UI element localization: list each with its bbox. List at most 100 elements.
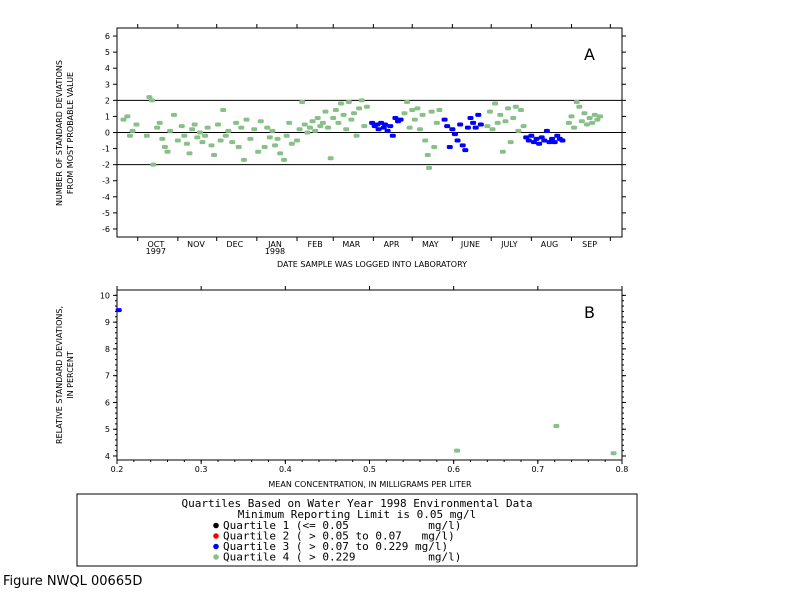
panel-b-data-point [454,448,461,453]
panel-a-data-point [492,101,499,106]
panel-a-data-point [217,138,224,143]
panel-a-year-label: 1997 [146,247,166,256]
panel-a-data-point [251,127,258,132]
panel-a-data-point [283,133,290,138]
panel-a-data-point [543,128,550,133]
panel-a-data-point [422,138,429,143]
panel-a-data-point [124,114,131,119]
panel-a-data-point [484,124,491,129]
panel-a-data-point [417,127,423,132]
panel-a-data-point [332,107,339,112]
panel-a-data-point [257,119,264,124]
panel-a-data-point [154,125,161,130]
panel-a-data-point [505,106,512,111]
panel-a-data-point [433,120,440,125]
panel-a-data-point [317,124,324,129]
panel-a-y-tick-label: 3 [105,80,110,89]
panel-a-month-label: JAN [267,240,282,249]
panel-b-data-point [610,451,617,456]
panel-b-x-axis-title: MEAN CONCENTRATION, IN MILLIGRAMS PER LI… [268,480,472,489]
panel-a-data-point [186,151,193,156]
panel-b-y-tick-label: 10 [100,291,110,300]
panel-a-data-point [335,120,342,125]
panel-a-y-tick-label: -4 [102,193,110,202]
panel-a-data-point [502,119,509,124]
panel-a-data-point [235,144,242,149]
legend-marker [213,554,219,560]
panel-a-data-point [225,128,232,133]
panel-a-data-point [229,140,236,145]
panel-a-data-point [431,144,438,149]
panel-a-data-point [222,133,229,138]
panel-a-data-point [591,112,598,117]
panel-a-data-point [401,111,408,116]
panel-a-data-point [299,99,306,104]
panel-a-data-point [312,128,319,133]
panel-a-y-tick-label: 1 [105,112,110,121]
panel-a-data-point [464,125,471,130]
panel-a-data-point [584,122,591,127]
panel-a-data-point [470,120,477,125]
panel-a-data-point [361,124,368,129]
panel-a-data-point [159,136,166,141]
panel-a-data-point [170,112,177,117]
panel-b-y-tick-label: 8 [105,345,110,354]
panel-a-data-point [457,122,464,127]
panel-a-data-point [240,157,247,162]
panel-a-data-point [309,119,316,124]
panel-a-data-point [571,125,578,130]
panel-a-data-point [551,140,558,145]
panel-a-data-point [183,141,190,146]
panel-a-data-point [472,125,479,130]
panel-a-data-point [319,120,326,125]
panel-a-data-point [194,135,201,140]
panel-a-data-point [238,125,245,130]
panel-a-data-point [533,136,540,141]
panel-a-data-point [211,153,218,158]
panel-a-year-label: 1998 [265,247,285,256]
panel-a-data-point [444,124,451,129]
panel-a-data-point [436,107,443,112]
panel-a-data-point [384,128,391,133]
panel-a-data-point [264,125,271,130]
panel-a-data-point [392,116,399,121]
panel-a-data-point [266,135,273,140]
panel-a-data-point [411,117,418,122]
panel-a-data-point [325,125,332,130]
panel-a-data-point [215,122,221,127]
legend-marker [213,533,219,539]
panel-a-y-axis-title-line1: NUMBER OF STANDARD DEVIATIONS [55,60,64,206]
panel-a-data-point [146,95,153,100]
panel-a-data-point [578,119,585,124]
panel-a-data-point [530,140,537,145]
panel-a-data-point [133,122,140,127]
panel-b-letter: B [584,303,595,322]
panel-a-data-point [525,138,532,143]
panel-a-data-point [306,125,313,130]
panel-a-data-point [120,117,127,122]
panel-a-data-point [304,130,311,135]
panel-a-x-axis-title: DATE SAMPLE WAS LOGGED INTO LABORATORY [277,260,467,269]
legend-marker [213,543,219,550]
panel-a-data-point [451,132,458,137]
panel-b-y-tick-label: 4 [105,452,110,461]
panel-a-data-point [426,165,433,170]
panel-a-y-tick-label: -6 [102,225,110,234]
panel-a-data-point [150,162,157,167]
panel-a-month-label: JULY [500,240,518,249]
panel-a-month-label: NOV [187,240,205,249]
panel-a-data-point [148,98,155,103]
panel-a-data-point [202,133,209,138]
panel-b-y-tick-label: 7 [105,372,110,381]
panel-a-data-point [343,127,350,132]
panel-a-data-point [189,127,196,132]
panel-b-data-point [115,308,122,313]
panel-a-data-point [515,128,522,133]
panel-a-y-tick-label: 6 [105,32,110,41]
panel-a-data-point [459,143,466,148]
legend-title-line1: Quartiles Based on Water Year 1998 Envir… [182,497,533,510]
panel-a-data-point [274,136,281,141]
legend-title-line2: Minimum Reporting Limit is 0.05 mg/l [238,508,476,521]
panel-a-data-point [164,149,171,154]
